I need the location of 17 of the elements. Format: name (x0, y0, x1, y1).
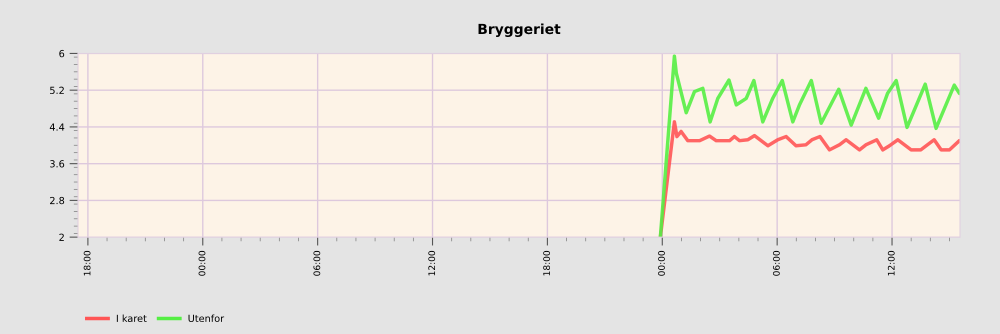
y-tick-label: 2 (59, 234, 64, 241)
x-tick-label: 18:00 (543, 250, 550, 276)
x-tick-label: 06:00 (772, 250, 780, 276)
y-tick-label: 5.2 (50, 86, 64, 94)
x-tick-label: 00:00 (198, 250, 206, 276)
y-tick-label: 3.6 (50, 160, 64, 168)
legend-label: I karet (116, 314, 147, 322)
x-tick-label: 06:00 (313, 250, 320, 276)
y-tick-label: 2.8 (50, 196, 64, 204)
x-tick-label: 12:00 (428, 250, 436, 276)
x-tick-label: 12:00 (888, 250, 895, 276)
x-tick-label: 00:00 (658, 250, 665, 276)
x-tick-label: 18:00 (84, 250, 91, 276)
y-tick-label: 6 (59, 50, 64, 58)
chart-title: Bryggeriet (478, 23, 560, 37)
legend-label: Utenfor (188, 314, 224, 322)
y-tick-label: 4.4 (50, 124, 64, 131)
